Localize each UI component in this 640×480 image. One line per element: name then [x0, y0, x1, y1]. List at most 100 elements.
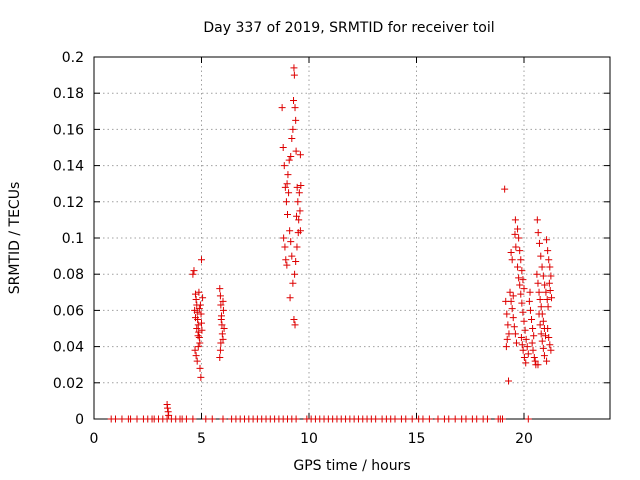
data-point — [192, 352, 200, 360]
data-point — [291, 270, 299, 278]
data-point — [216, 346, 224, 354]
y-tick-label: 0.18 — [53, 86, 84, 102]
data-point — [548, 294, 556, 302]
data-point — [199, 294, 207, 302]
data-point — [285, 189, 293, 197]
data-point — [194, 343, 202, 351]
data-point — [219, 415, 227, 423]
data-point — [133, 415, 141, 423]
data-point — [451, 415, 459, 423]
data-point — [286, 294, 294, 302]
data-point — [281, 183, 289, 191]
data-point — [528, 339, 536, 347]
axis-ticks: 0 0.02 0.04 0.06 0.08 0.1 0.12 0.14 0.16 0.18 0.2 0… — [53, 50, 610, 447]
data-point — [190, 267, 198, 275]
data-point — [217, 315, 225, 323]
data-point — [533, 270, 541, 278]
data-point — [194, 321, 202, 329]
data-point — [545, 334, 553, 342]
data-point — [285, 156, 293, 164]
data-point — [538, 263, 546, 271]
data-point — [547, 272, 555, 280]
y-tick-label: 0 — [75, 412, 84, 428]
data-point — [286, 227, 294, 235]
data-point — [505, 330, 513, 338]
data-point — [287, 238, 295, 246]
data-point — [291, 104, 299, 112]
data-point — [520, 353, 528, 361]
data-point — [540, 352, 548, 360]
data-point — [518, 299, 526, 307]
data-point — [293, 243, 301, 251]
data-point — [282, 198, 290, 206]
data-point — [291, 321, 299, 329]
data-point — [530, 332, 538, 340]
y-tick-label: 0.1 — [62, 231, 84, 247]
data-point — [526, 306, 534, 314]
data-point — [295, 216, 303, 224]
data-point — [198, 256, 205, 264]
data-point — [196, 339, 204, 347]
data-point — [512, 243, 520, 251]
x-tick-label: 5 — [197, 431, 206, 447]
data-point — [520, 285, 528, 293]
data-point — [546, 286, 554, 294]
data-point — [536, 296, 544, 304]
data-point — [192, 296, 200, 304]
data-point — [425, 415, 433, 423]
data-point — [523, 343, 531, 351]
data-point — [503, 335, 511, 343]
data-point — [519, 276, 527, 284]
data-point — [290, 96, 298, 104]
data-point — [508, 256, 516, 264]
data-point — [197, 310, 205, 318]
data-point — [296, 227, 304, 235]
data-point — [217, 301, 225, 309]
data-point — [519, 308, 527, 316]
data-point — [541, 281, 549, 289]
data-point — [483, 415, 491, 423]
data-point — [118, 415, 126, 423]
y-axis-label: SRMTID / TECUs — [7, 182, 23, 295]
data-point — [194, 332, 202, 340]
data-points — [107, 64, 556, 423]
data-point — [545, 256, 553, 264]
data-point — [216, 292, 224, 300]
data-point — [529, 325, 537, 332]
data-point — [127, 415, 135, 423]
y-tick-label: 0.08 — [53, 267, 84, 283]
chart-title: Day 337 of 2019, SRMTID for receiver toi… — [203, 20, 494, 36]
data-point — [164, 404, 172, 412]
data-point — [292, 415, 300, 423]
data-point — [515, 234, 523, 242]
data-point — [297, 182, 305, 190]
data-point — [193, 325, 201, 332]
data-point — [372, 415, 380, 423]
data-point — [507, 297, 515, 305]
data-point — [546, 341, 554, 349]
data-point — [288, 252, 296, 260]
data-point — [525, 297, 533, 305]
data-point — [512, 339, 520, 347]
data-point — [283, 261, 291, 269]
data-point — [507, 248, 515, 256]
data-point — [290, 315, 298, 323]
x-tick-label: 10 — [300, 431, 318, 447]
data-point — [514, 263, 522, 271]
data-point — [522, 335, 530, 343]
data-point — [538, 337, 546, 345]
data-point — [219, 306, 227, 314]
data-point — [284, 171, 292, 179]
data-point — [516, 281, 524, 289]
data-point — [218, 321, 226, 329]
data-point — [530, 353, 538, 361]
data-point — [193, 357, 201, 365]
data-point — [547, 346, 555, 354]
data-point — [296, 151, 304, 159]
y-tick-label: 0.14 — [53, 159, 84, 175]
data-point — [535, 239, 543, 247]
data-point — [503, 310, 511, 318]
data-point — [535, 310, 543, 318]
data-point — [195, 328, 203, 336]
